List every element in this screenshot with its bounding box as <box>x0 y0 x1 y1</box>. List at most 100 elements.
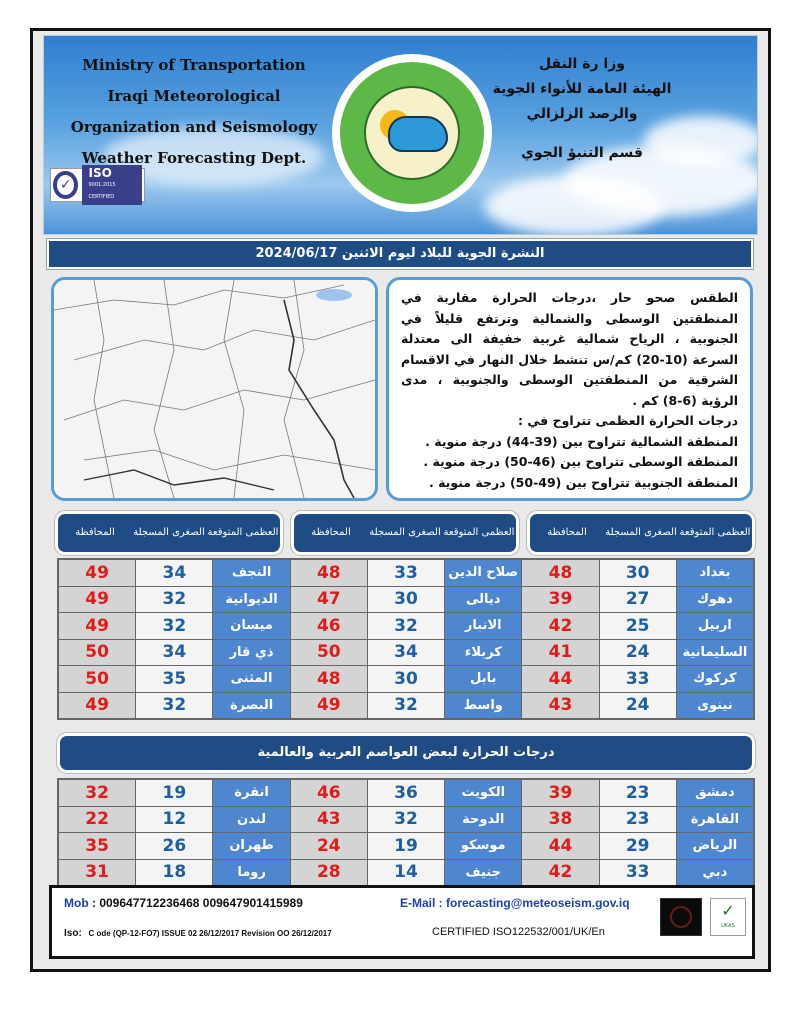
certification-logo <box>660 898 702 936</box>
max-temp: 43 <box>290 806 367 832</box>
min-temp: 24 <box>599 639 676 665</box>
min-temp: 32 <box>367 806 445 832</box>
location-name: الرياض <box>676 833 753 859</box>
iso-badge: ✓ ISO 9001:2015 CERTIFIED <box>50 165 145 205</box>
min-temp: 23 <box>599 780 676 806</box>
min-temp: 12 <box>136 806 213 832</box>
min-temp: 36 <box>367 780 445 806</box>
max-temp: 48 <box>522 560 599 586</box>
max-temp: 28 <box>290 859 367 885</box>
location-name: الدوحة <box>445 806 522 832</box>
location-name: واسط <box>445 692 522 718</box>
min-temp: 25 <box>599 613 676 639</box>
max-temp: 49 <box>59 586 136 612</box>
min-temp: 32 <box>367 692 445 718</box>
province-temperature-table: بغداد 30 48 صلاح الدين 33 48 النجف 34 49 دهوك 27 39… <box>57 558 755 720</box>
location-name: ميسان <box>213 613 290 639</box>
max-temp: 32 <box>59 780 136 806</box>
max-temp: 42 <box>522 613 599 639</box>
location-name: السليمانية <box>676 639 753 665</box>
check-icon: ✓ <box>53 171 79 199</box>
min-temp: 32 <box>367 613 445 639</box>
bulletin-title: النشرة الجوية للبلاد ليوم الاثنين 2024/0… <box>46 238 754 270</box>
max-temp: 50 <box>290 639 367 665</box>
min-temp: 34 <box>136 639 213 665</box>
cloud-icon <box>388 116 448 152</box>
location-name: ديالى <box>445 586 522 612</box>
max-temp: 42 <box>522 859 599 885</box>
forecast-description: الطقس صحو حار ،درجات الحرارة مقاربة في ا… <box>386 277 753 501</box>
min-temp: 34 <box>367 639 445 665</box>
max-temp: 49 <box>59 613 136 639</box>
location-name: كربلاء <box>445 639 522 665</box>
max-temp: 47 <box>290 586 367 612</box>
max-temp: 49 <box>290 692 367 718</box>
location-name: البصرة <box>213 692 290 718</box>
max-temp: 49 <box>59 692 136 718</box>
weather-map <box>51 277 378 501</box>
location-name: طهران <box>213 833 290 859</box>
location-name: دهوك <box>676 586 753 612</box>
max-temp: 44 <box>522 833 599 859</box>
max-temp: 31 <box>59 859 136 885</box>
location-name: لندن <box>213 806 290 832</box>
location-name: صلاح الدين <box>445 560 522 586</box>
email-link[interactable]: forecasting@meteoseism.gov.iq <box>446 896 630 910</box>
location-name: نينوى <box>676 692 753 718</box>
max-temp: 49 <box>59 560 136 586</box>
ukas-logo: ✓ UKAS <box>710 898 746 936</box>
location-name: القاهرة <box>676 806 753 832</box>
min-temp: 19 <box>367 833 445 859</box>
min-temp: 32 <box>136 692 213 718</box>
min-temp: 33 <box>367 560 445 586</box>
max-temp: 48 <box>290 560 367 586</box>
english-org-name: Ministry of Transportation Iraqi Meteorol… <box>70 56 318 167</box>
min-temp: 26 <box>136 833 213 859</box>
max-temp: 24 <box>290 833 367 859</box>
min-temp: 24 <box>599 692 676 718</box>
max-temp: 35 <box>59 833 136 859</box>
location-name: بغداد <box>676 560 753 586</box>
max-temp: 46 <box>290 780 367 806</box>
location-name: جنيف <box>445 859 522 885</box>
location-name: دبي <box>676 859 753 885</box>
arabic-org-name: وزا رة النقل الهيئة العامة للأنواء الجوية… <box>492 56 672 161</box>
min-temp: 29 <box>599 833 676 859</box>
max-temp: 43 <box>522 692 599 718</box>
max-temp: 48 <box>290 666 367 692</box>
max-temp: 41 <box>522 639 599 665</box>
min-temp: 19 <box>136 780 213 806</box>
min-temp: 18 <box>136 859 213 885</box>
bulletin-page: Ministry of Transportation Iraqi Meteorol… <box>30 28 771 972</box>
location-name: ذي قار <box>213 639 290 665</box>
min-temp: 32 <box>136 613 213 639</box>
max-temp: 38 <box>522 806 599 832</box>
location-name: روما <box>213 859 290 885</box>
location-name: الديوانية <box>213 586 290 612</box>
location-name: كركوك <box>676 666 753 692</box>
location-name: اربيل <box>676 613 753 639</box>
header-banner: Ministry of Transportation Iraqi Meteorol… <box>43 35 758 235</box>
max-temp: 39 <box>522 780 599 806</box>
location-name: دمشق <box>676 780 753 806</box>
province-table-headers: المحافظة الصغرى المسجلة العظمى المتوقعة ال… <box>54 510 756 556</box>
location-name: الكويت <box>445 780 522 806</box>
min-temp: 14 <box>367 859 445 885</box>
min-temp: 30 <box>599 560 676 586</box>
max-temp: 22 <box>59 806 136 832</box>
max-temp: 50 <box>59 639 136 665</box>
max-temp: 50 <box>59 666 136 692</box>
min-temp: 35 <box>136 666 213 692</box>
min-temp: 30 <box>367 666 445 692</box>
location-name: الانبار <box>445 613 522 639</box>
min-temp: 33 <box>599 859 676 885</box>
min-temp: 27 <box>599 586 676 612</box>
max-temp: 44 <box>522 666 599 692</box>
min-temp: 30 <box>367 586 445 612</box>
capitals-title: درجات الحرارة لبعض العواصم العربية والعا… <box>56 732 756 774</box>
footer: Mob : 009647712236468 009647901415989 E-… <box>49 885 755 959</box>
min-temp: 33 <box>599 666 676 692</box>
location-name: موسكو <box>445 833 522 859</box>
location-name: بابل <box>445 666 522 692</box>
min-temp: 32 <box>136 586 213 612</box>
